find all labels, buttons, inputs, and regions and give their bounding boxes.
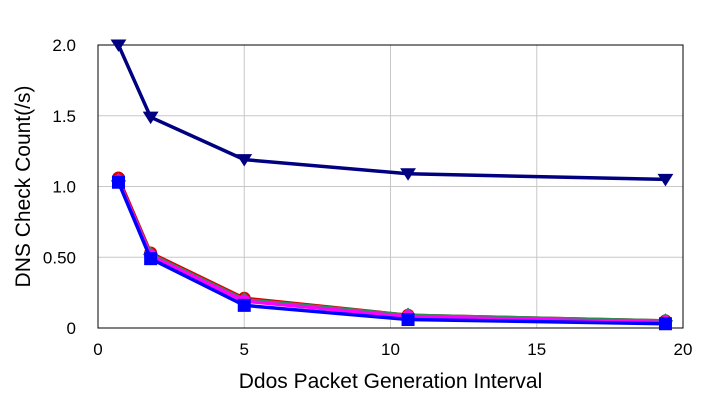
series-line xyxy=(116,180,666,323)
triangle-marker xyxy=(657,173,674,187)
square-marker xyxy=(111,175,125,189)
y-tick-label: 1.5 xyxy=(52,107,76,126)
series-2 xyxy=(111,171,672,328)
y-tick-label: 0 xyxy=(67,319,76,338)
y-tick-label: 1.0 xyxy=(52,178,76,197)
x-tick-label: 5 xyxy=(240,340,249,359)
series-4 xyxy=(111,174,672,329)
triangle-marker xyxy=(236,154,253,167)
series-3 xyxy=(110,173,674,329)
series-line xyxy=(116,180,666,325)
series-1 xyxy=(110,39,674,187)
triangle-marker xyxy=(110,39,127,52)
axis-ticks: 0 5 10 15 20 0 0.50 1.0 1.5 2.0 xyxy=(43,36,693,359)
x-tick-label: 10 xyxy=(381,340,400,359)
triangle-marker xyxy=(400,168,416,181)
grid xyxy=(97,44,684,329)
series-group xyxy=(110,39,674,331)
series-5 xyxy=(111,175,672,331)
x-tick-label: 20 xyxy=(674,340,693,359)
series-line xyxy=(116,44,666,182)
x-tick-label: 15 xyxy=(527,340,546,359)
square-marker xyxy=(658,317,672,331)
x-axis-title: Ddos Packet Generation Interval xyxy=(239,370,543,393)
x-tick-label: 0 xyxy=(93,340,102,359)
square-marker xyxy=(401,313,415,327)
square-marker xyxy=(237,298,251,312)
series-line xyxy=(116,177,666,323)
plot-frame xyxy=(97,44,684,329)
triangle-marker xyxy=(142,111,159,125)
y-tick-label: 2.0 xyxy=(52,36,76,55)
y-tick-label: 0.50 xyxy=(43,248,76,267)
square-marker xyxy=(144,252,158,266)
series-line xyxy=(116,181,666,326)
y-axis-title: DNS Check Count(/s) xyxy=(12,86,35,288)
